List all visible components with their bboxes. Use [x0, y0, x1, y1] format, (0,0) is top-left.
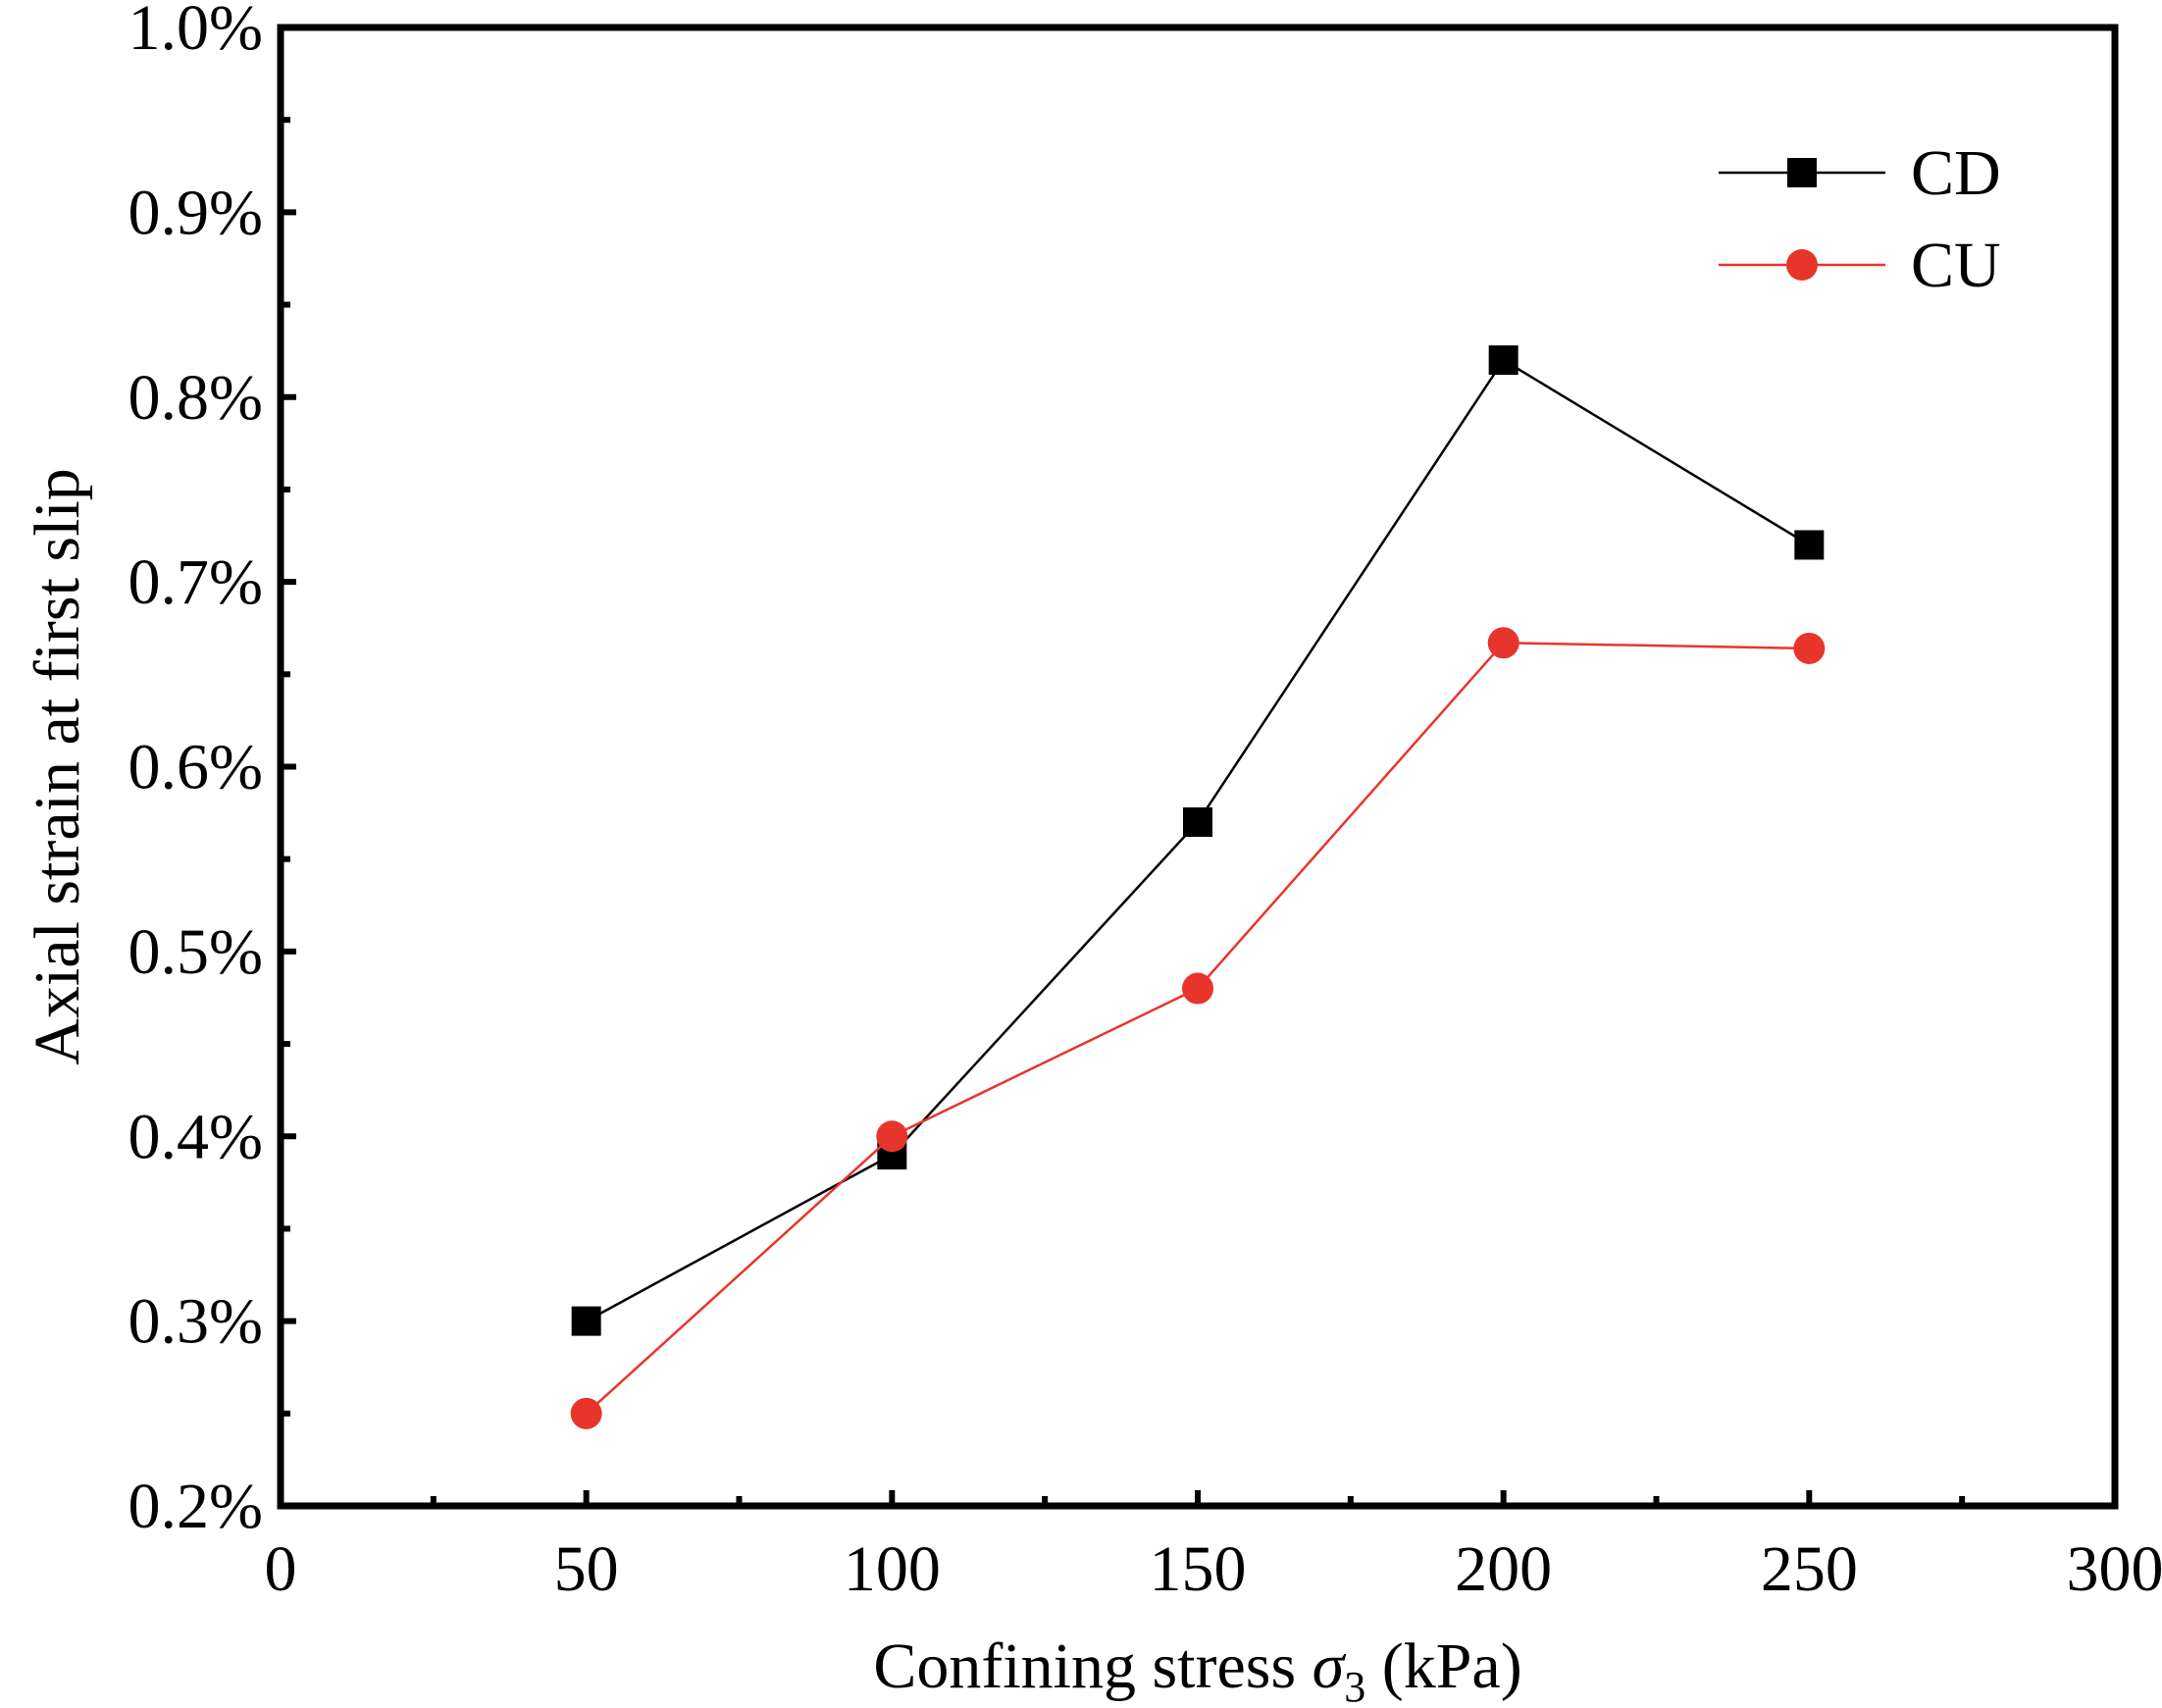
- y-tick-label: 0.9%: [129, 177, 263, 248]
- data-point-cu: [876, 1120, 908, 1153]
- y-tick-label: 1.0%: [129, 0, 263, 64]
- x-tick-label: 250: [1761, 1533, 1858, 1605]
- x-tick-label: 300: [2067, 1533, 2162, 1605]
- x-tick-label: 150: [1150, 1533, 1247, 1605]
- y-tick-label: 0.6%: [129, 732, 263, 803]
- data-point-cd: [1183, 807, 1212, 838]
- series-line-cu: [585, 642, 1810, 1415]
- series-line-cd: [586, 358, 1810, 1322]
- x-tick-label: 100: [844, 1533, 941, 1605]
- legend-label-cu: CU: [1911, 230, 2001, 301]
- data-point-cu: [1793, 632, 1826, 664]
- x-tick-label: 0: [265, 1533, 297, 1605]
- y-tick-label: 0.7%: [129, 546, 263, 618]
- y-tick-label: 0.5%: [129, 916, 263, 988]
- x-tick-label: 50: [554, 1533, 619, 1605]
- legend-marker-cd: [1787, 158, 1817, 187]
- y-tick-label: 0.4%: [129, 1101, 263, 1172]
- legend-label-cd: CD: [1911, 137, 2001, 209]
- data-point-cu: [1182, 972, 1213, 1005]
- data-point-cd: [571, 1306, 601, 1336]
- y-tick-label: 0.3%: [129, 1286, 263, 1358]
- y-tick-label: 0.8%: [129, 362, 263, 434]
- plot-frame: [277, 24, 2119, 1510]
- y-tick-label: 0.2%: [129, 1471, 263, 1542]
- legend-marker-cu: [1786, 249, 1818, 281]
- data-point-cu: [1487, 627, 1519, 659]
- data-point-cd: [1488, 345, 1519, 376]
- data-point-cd: [1794, 530, 1825, 560]
- data-point-cu: [570, 1397, 602, 1429]
- y-axis-title: Axial strain at first slip: [22, 468, 93, 1065]
- x-axis-title: Confining stress σ3 (kPa): [873, 1630, 1521, 1708]
- x-tick-label: 200: [1455, 1533, 1552, 1605]
